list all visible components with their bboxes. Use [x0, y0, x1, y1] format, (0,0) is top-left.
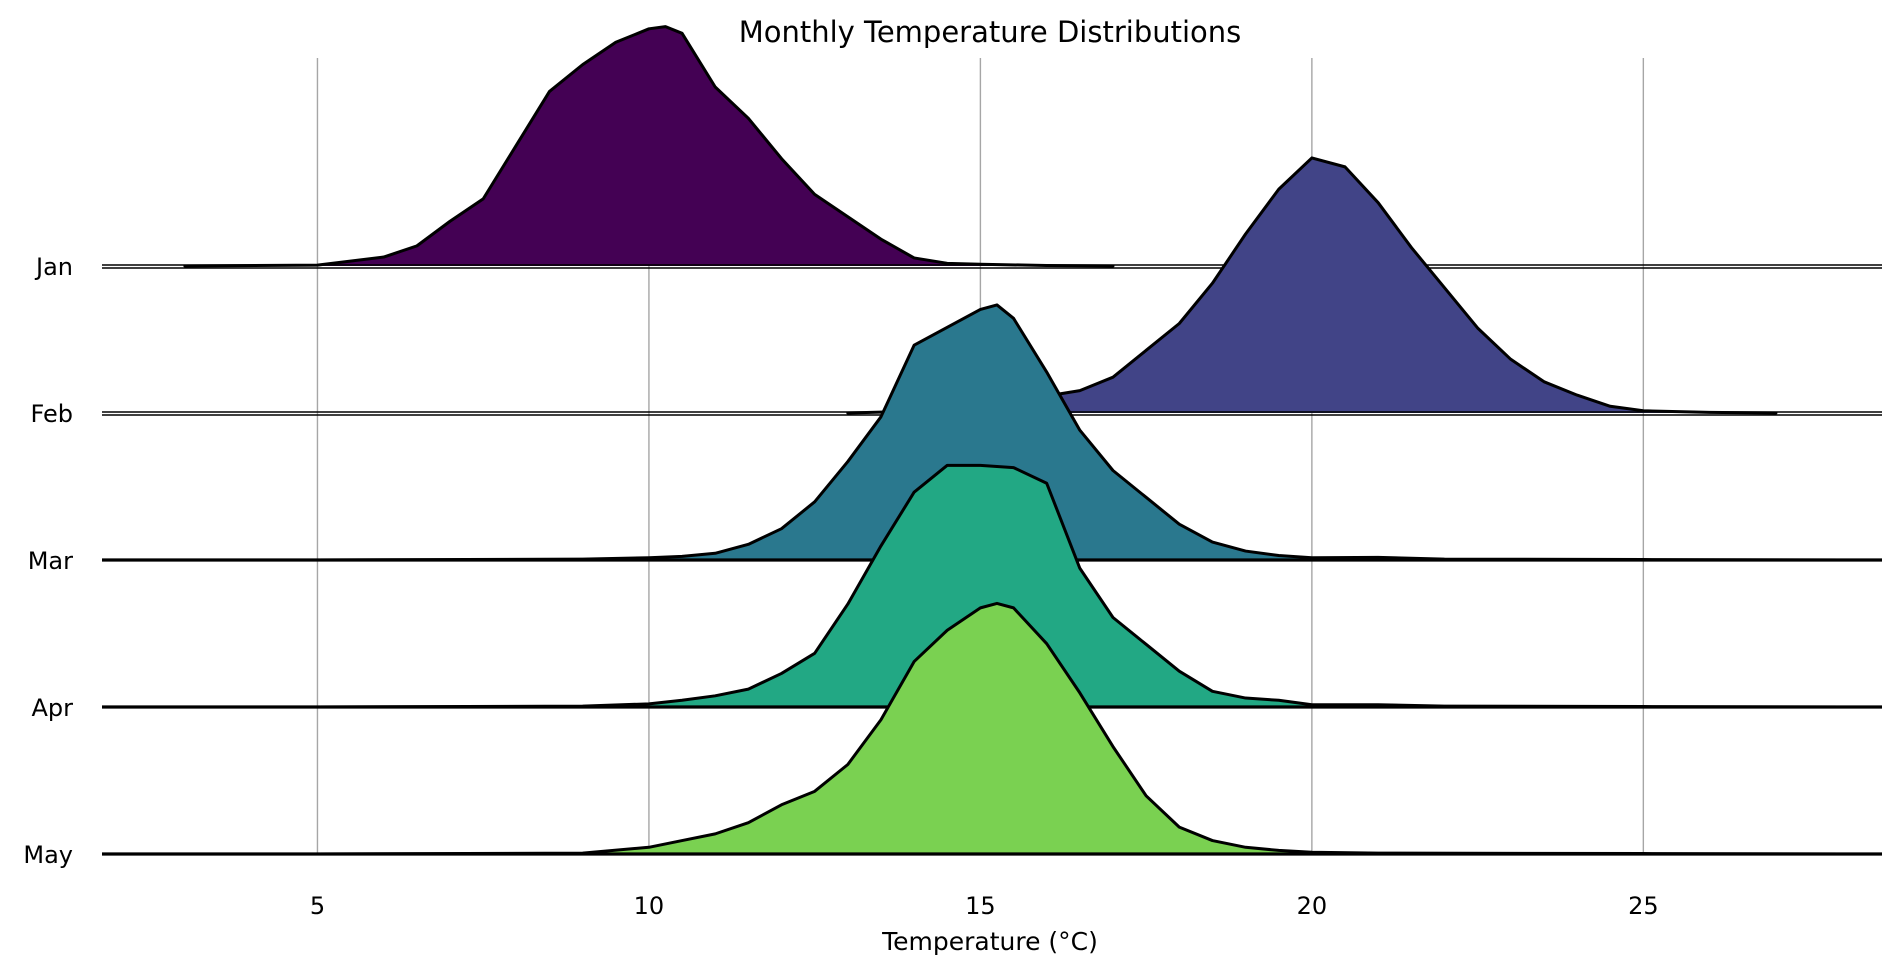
- x-tick-label-25: 25: [1628, 892, 1659, 920]
- ridge-outline-jan: [183, 25, 1115, 268]
- ridge-outline-apr: [315, 463, 1844, 709]
- row-label-mar: Mar: [28, 547, 73, 575]
- row-label-may: May: [23, 841, 73, 869]
- ridge-may: [102, 601, 1882, 856]
- x-tick-label-5: 5: [310, 892, 325, 920]
- x-tick-label-15: 15: [965, 892, 996, 920]
- ridge-outline-may: [315, 601, 1844, 856]
- ridge-area-jan: [102, 26, 1882, 267]
- x-axis-label: Temperature (°C): [881, 927, 1098, 956]
- row-label-feb: Feb: [31, 400, 74, 428]
- ridge-outline-mar: [315, 303, 1844, 562]
- chart-title: Monthly Temperature Distributions: [739, 15, 1242, 49]
- row-label-apr: Apr: [31, 694, 73, 722]
- row-label-jan: Jan: [34, 253, 73, 281]
- ridge-area-apr: [102, 465, 1882, 707]
- ridge-jan: [102, 25, 1882, 269]
- ridge-area-mar: [102, 304, 1882, 560]
- ridge-layer: [102, 25, 1882, 856]
- x-tick-label-20: 20: [1297, 892, 1328, 920]
- x-tick-label-10: 10: [634, 892, 665, 920]
- ridge-area-feb: [102, 157, 1882, 413]
- label-layer: 5 10 15 20 25 Jan Feb Mar Apr May: [23, 253, 1658, 920]
- ridge-area-may: [102, 603, 1882, 854]
